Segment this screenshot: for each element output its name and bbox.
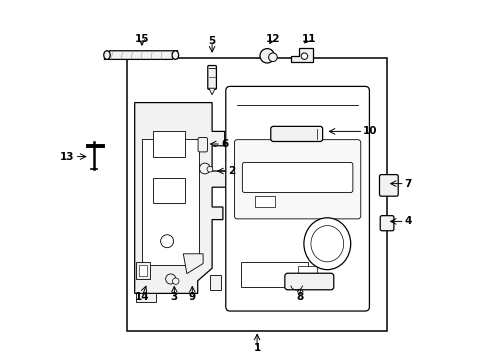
Text: 11: 11 bbox=[301, 34, 315, 44]
Ellipse shape bbox=[103, 51, 110, 59]
Bar bbox=[136, 262, 150, 279]
Bar bbox=[152, 178, 185, 203]
FancyBboxPatch shape bbox=[225, 86, 368, 311]
FancyBboxPatch shape bbox=[242, 162, 352, 193]
Bar bbox=[136, 293, 156, 302]
Polygon shape bbox=[183, 254, 203, 274]
Bar bbox=[127, 58, 386, 331]
Text: 15: 15 bbox=[134, 34, 149, 44]
Bar bbox=[152, 131, 185, 157]
Bar bbox=[142, 139, 199, 265]
Bar bbox=[139, 265, 147, 276]
Bar bbox=[297, 266, 317, 280]
Circle shape bbox=[260, 49, 274, 63]
Circle shape bbox=[165, 274, 175, 284]
Text: 14: 14 bbox=[134, 292, 149, 302]
Text: 8: 8 bbox=[296, 292, 304, 302]
FancyBboxPatch shape bbox=[234, 140, 360, 219]
Circle shape bbox=[160, 235, 173, 248]
FancyBboxPatch shape bbox=[198, 138, 207, 152]
Text: 9: 9 bbox=[188, 292, 196, 302]
Ellipse shape bbox=[303, 218, 350, 270]
Text: 7: 7 bbox=[404, 179, 411, 189]
Text: 1: 1 bbox=[253, 343, 260, 354]
Text: 10: 10 bbox=[363, 126, 377, 136]
Circle shape bbox=[172, 278, 179, 284]
Text: 13: 13 bbox=[60, 152, 75, 162]
Ellipse shape bbox=[172, 51, 178, 59]
Text: 2: 2 bbox=[228, 166, 235, 176]
FancyBboxPatch shape bbox=[284, 273, 333, 290]
Text: 6: 6 bbox=[221, 139, 228, 149]
Text: 4: 4 bbox=[404, 216, 411, 226]
FancyBboxPatch shape bbox=[270, 126, 322, 141]
Polygon shape bbox=[208, 88, 215, 95]
Circle shape bbox=[206, 166, 212, 172]
FancyBboxPatch shape bbox=[207, 66, 216, 89]
Polygon shape bbox=[290, 48, 312, 62]
FancyBboxPatch shape bbox=[380, 216, 393, 231]
Polygon shape bbox=[134, 103, 226, 293]
Polygon shape bbox=[104, 51, 178, 59]
Text: 12: 12 bbox=[265, 34, 279, 44]
Bar bbox=[255, 196, 275, 207]
Bar bbox=[210, 275, 221, 290]
Text: 5: 5 bbox=[208, 36, 215, 46]
Text: 3: 3 bbox=[170, 292, 178, 302]
Circle shape bbox=[268, 53, 277, 62]
Bar bbox=[241, 262, 308, 287]
FancyBboxPatch shape bbox=[379, 175, 397, 196]
Circle shape bbox=[199, 163, 210, 174]
Circle shape bbox=[301, 53, 307, 59]
